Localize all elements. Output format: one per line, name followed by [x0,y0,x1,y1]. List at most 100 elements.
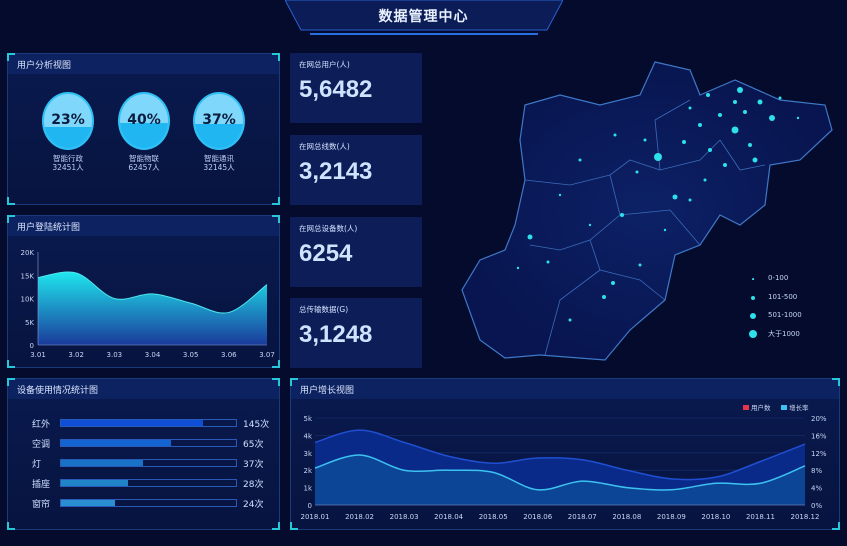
y-tick-label: 5K [25,319,34,327]
panel-title: 用户登陆统计图 [8,216,279,236]
device-name: 灯 [32,460,42,470]
map-data-point[interactable] [588,223,592,227]
y-right-tick-label: 20% [811,415,827,423]
stat-card: 在网总线数(人) 3,2143 [290,135,422,205]
map-data-point[interactable] [778,96,782,100]
map-data-point[interactable] [743,110,747,114]
legend-swatch-icon [781,405,787,410]
map-data-point[interactable] [516,266,520,270]
percent-gauge: 40% [118,92,170,150]
map-data-point[interactable] [698,123,702,127]
x-tick-label: 2018.01 [301,513,330,521]
map-data-point[interactable] [602,295,606,299]
map-data-point[interactable] [611,281,615,285]
legend-label: 用户数 [751,403,771,412]
map-data-point[interactable] [643,138,647,142]
legend-dot-icon [751,277,755,281]
device-name: 插座 [32,480,51,490]
usage-count: 28次 [243,480,264,490]
map-data-point[interactable] [546,260,550,264]
x-tick-label: 2018.07 [568,513,597,521]
title-frame [285,0,563,35]
legend-label: 0-100 [768,274,789,282]
map-data-point[interactable] [708,148,712,152]
x-tick-label: 2018.05 [479,513,508,521]
map-data-point[interactable] [706,93,710,97]
gauge-fill [44,126,92,148]
gauge-name: 智能行政 [53,154,83,163]
map-data-point[interactable] [688,106,692,110]
series-line [314,429,806,481]
device-name: 窗帘 [32,500,51,510]
legend-label: 501-1000 [768,311,802,319]
y-right-tick-label: 8% [811,467,822,475]
map-data-point[interactable] [663,228,667,232]
y-left-tick-label: 4k [303,432,312,440]
usage-bar-track [60,439,237,447]
y-left-tick-label: 3k [303,450,312,458]
map-data-point[interactable] [757,99,763,105]
map-data-point[interactable] [568,318,572,322]
y-tick-label: 10K [21,296,35,304]
map-data-point[interactable] [638,263,642,267]
map-data-point[interactable] [731,126,739,134]
usage-bar-track [60,419,237,427]
legend-dot-icon [749,330,757,338]
map-data-point[interactable] [672,194,678,200]
y-left-tick-label: 2k [303,467,312,475]
panel-title: 用户增长视图 [291,379,839,399]
percent-gauge: 23% [42,92,94,150]
stat-label: 总传输数据(G) [299,305,349,314]
map-data-point[interactable] [682,140,686,144]
map-data-point[interactable] [752,157,758,163]
usage-bar-fill [61,480,128,486]
y-right-tick-label: 0% [811,502,822,510]
gauge-name: 智能通讯 [204,154,234,163]
percent-gauge: 37% [193,92,245,150]
legend-label: 大于1000 [768,330,800,338]
gauge-count: 32145人 [203,163,235,172]
map-data-point[interactable] [703,178,707,182]
y-right-tick-label: 12% [811,450,827,458]
x-tick-label: 2018.02 [345,513,374,521]
map-data-point[interactable] [558,193,562,197]
map-data-point[interactable] [620,213,624,217]
x-tick-label: 2018.08 [612,513,641,521]
map-data-point[interactable] [578,158,582,162]
map-data-point[interactable] [796,116,800,120]
gauge-name: 智能物联 [129,154,159,163]
login-line [37,271,268,314]
map-data-point[interactable] [723,163,727,167]
y-tick-label: 15K [21,272,35,280]
legend-dot-icon [750,313,756,319]
map-data-point[interactable] [769,115,775,121]
gauge-percent: 37% [202,112,236,128]
y-tick-label: 20K [21,249,35,257]
y-left-tick-label: 1k [303,485,312,493]
usage-bar-fill [61,460,144,466]
stat-card: 在网总用户(人) 5,6482 [290,53,422,123]
map-data-point[interactable] [688,198,692,202]
map-data-point[interactable] [748,143,752,147]
x-tick-label: 2018.04 [434,513,463,521]
map-data-point[interactable] [733,100,737,104]
panel-title: 用户分析视图 [8,54,279,74]
map-data-point[interactable] [718,113,722,117]
map-data-point[interactable] [527,234,533,240]
map-data-point[interactable] [737,87,743,93]
x-tick-label: 2018.10 [701,513,730,521]
gauge-count: 62457人 [128,163,160,172]
x-tick-label: 3.05 [183,351,199,359]
series-area [315,454,805,505]
y-left-tick-label: 5k [303,415,312,423]
map-data-point[interactable] [654,153,662,161]
x-tick-label: 3.06 [221,351,237,359]
x-tick-label: 3.02 [68,351,84,359]
x-tick-label: 3.07 [259,351,275,359]
map-data-point[interactable] [635,170,639,174]
stat-value: 3,1248 [299,321,373,348]
stat-label: 在网总设备数(人) [299,224,358,233]
y-right-tick-label: 16% [811,432,827,440]
map-data-point[interactable] [613,133,617,137]
